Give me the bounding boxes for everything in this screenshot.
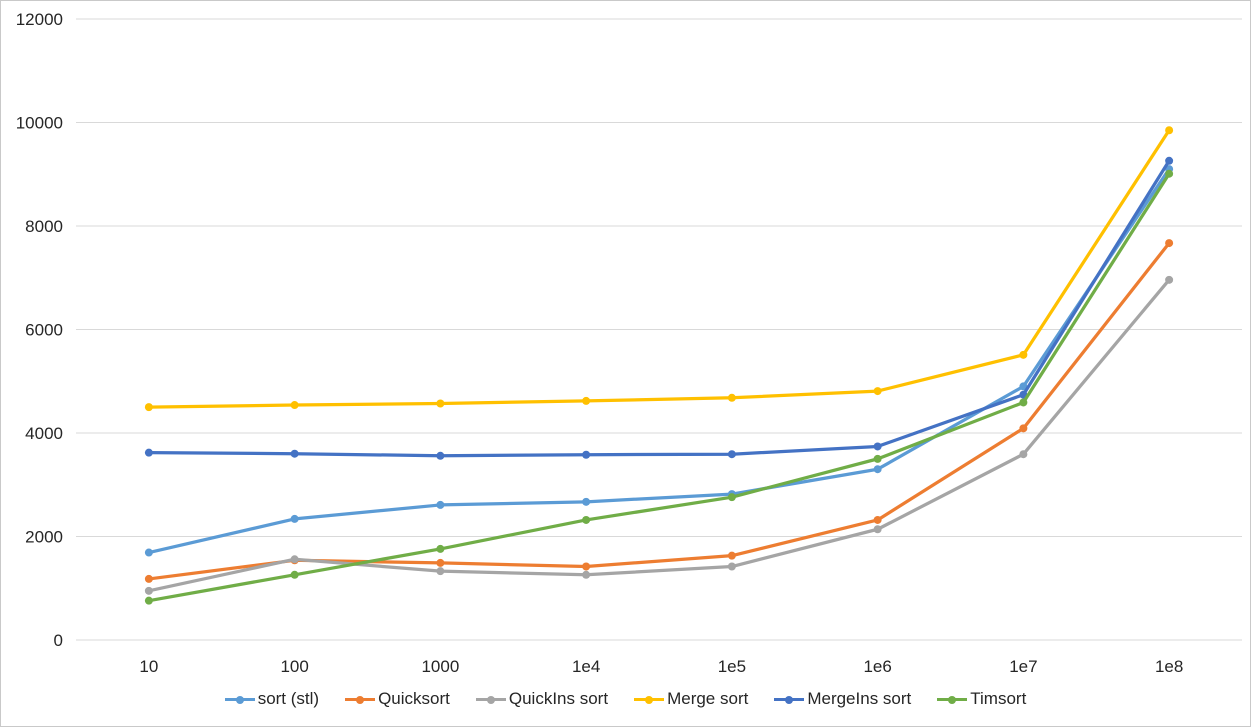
legend-line-marker-icon [774,695,805,704]
data-point-marker [144,548,153,557]
series-line [147,278,1171,593]
legend-label: Merge sort [667,689,749,708]
series-line [147,128,1171,409]
legend-line-marker-icon [937,695,968,704]
data-point-marker [1019,398,1028,407]
data-point-marker [727,551,736,560]
data-point-marker [582,570,591,579]
data-point-marker [1019,424,1028,433]
legend-item: sort (stl) [224,689,320,709]
data-point-marker [436,399,445,408]
x-axis-tick-label: 1000 [421,657,459,676]
x-axis-tick-label: 1e4 [572,657,600,676]
data-point-marker [436,558,445,567]
y-axis-tick-label: 6000 [25,321,63,340]
legend-item: Merge sort [634,690,748,709]
y-axis-tick-label: 10000 [16,114,63,133]
series-line [147,172,1171,603]
legend-line-marker-icon [345,695,376,704]
y-axis-tick-label: 12000 [16,10,63,29]
data-point-marker [582,450,591,459]
x-axis-tick-label: 1e8 [1155,657,1183,676]
data-point-marker [436,567,445,576]
data-point-marker [1165,126,1174,135]
data-point-marker [1165,275,1174,284]
legend-line-marker-icon [224,695,255,704]
data-point-marker [582,562,591,571]
data-point-marker [727,450,736,459]
y-axis-tick-label: 4000 [25,424,63,443]
data-point-marker [873,454,882,463]
data-point-marker [1165,169,1174,178]
x-axis-tick-label: 1e6 [863,657,891,676]
data-point-marker [873,442,882,451]
data-point-marker [1019,450,1028,459]
data-point-marker [290,401,299,410]
data-point-marker [727,562,736,571]
x-axis-tick-label: 10 [139,657,158,676]
chart-legend: sort (stl) Quicksort QuickIns sort Merge so… [1,690,1250,709]
legend-item: Quicksort [345,690,450,709]
legend-item: MergeIns sort [774,690,911,709]
data-point-marker [290,555,299,564]
data-point-marker [144,586,153,595]
legend-label: MergeIns sort [807,689,912,708]
data-point-marker [873,387,882,396]
x-axis-tick-label: 1e5 [718,657,746,676]
legend-item: QuickIns sort [475,689,609,709]
data-point-marker [1165,239,1174,248]
data-point-marker [582,396,591,405]
x-axis-tick-label: 100 [280,657,308,676]
data-point-marker [290,449,299,458]
series-line [147,167,1171,555]
data-point-marker [873,525,882,534]
data-point-marker [436,451,445,460]
data-point-marker [144,448,153,457]
legend-line-marker-icon [475,695,506,704]
data-point-marker [873,465,882,474]
legend-label: sort (stl) [257,689,320,708]
y-axis-tick-label: 8000 [25,217,63,236]
legend-label: Quicksort [378,689,450,708]
data-point-marker [1019,350,1028,359]
data-point-marker [1165,156,1174,165]
data-point-marker [727,493,736,502]
x-axis-tick-label: 1e7 [1009,657,1037,676]
data-point-marker [144,403,153,412]
series-line [147,241,1171,581]
data-point-marker [582,497,591,506]
data-point-marker [290,570,299,579]
legend-label: Timsort [970,689,1027,708]
data-point-marker [582,515,591,524]
data-point-marker [873,515,882,524]
y-axis-tick-label: 0 [54,631,63,650]
y-axis-tick-label: 2000 [25,528,63,547]
data-point-marker [144,596,153,605]
data-point-marker [144,574,153,583]
data-point-marker [290,514,299,523]
legend-label: QuickIns sort [508,689,609,708]
data-point-marker [436,544,445,553]
legend-item: Timsort [937,690,1026,709]
series-line [147,159,1171,458]
legend-line-marker-icon [634,695,665,704]
data-point-marker [436,500,445,509]
data-point-marker [727,393,736,402]
